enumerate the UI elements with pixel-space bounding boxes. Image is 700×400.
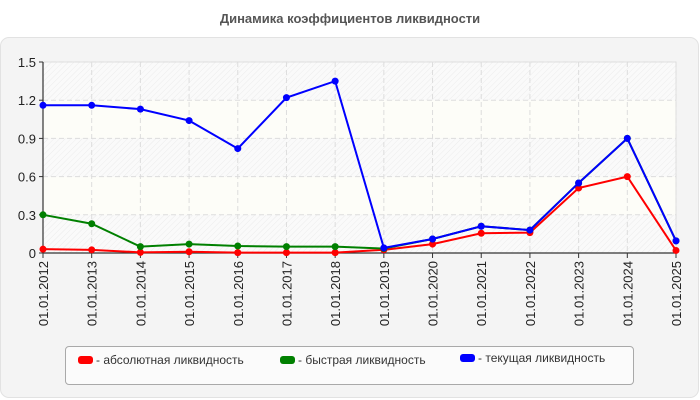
y-axis-ticks: 0 0.3 0.6 0.9 1.2 1.5 (18, 55, 43, 261)
legend-swatch-quick (280, 356, 295, 364)
svg-text:01.01.2023: 01.01.2023 (572, 261, 587, 326)
data-series (39, 77, 680, 257)
legend-item-absolute: - абсолютная ликвидность (78, 353, 244, 367)
svg-text:0.3: 0.3 (18, 208, 36, 223)
svg-text:01.01.2024: 01.01.2024 (620, 261, 635, 326)
svg-text:01.01.2025: 01.01.2025 (669, 261, 684, 326)
legend-item-current: - текущая ликвидность (460, 351, 605, 365)
svg-text:1.2: 1.2 (18, 93, 36, 108)
svg-text:01.01.2021: 01.01.2021 (474, 261, 489, 326)
legend-label-quick: - быстрая ликвидность (298, 353, 426, 367)
svg-text:01.01.2018: 01.01.2018 (328, 261, 343, 326)
svg-text:01.01.2015: 01.01.2015 (182, 261, 197, 326)
svg-text:0.9: 0.9 (18, 131, 36, 146)
legend-swatch-absolute (78, 356, 93, 364)
svg-text:01.01.2014: 01.01.2014 (133, 261, 148, 326)
chart-title: Динамика коэффициентов ликвидности (219, 11, 481, 26)
svg-text:0: 0 (29, 246, 36, 261)
plot-background (42, 61, 677, 254)
grid-lines (43, 61, 677, 253)
legend-label-absolute: - абсолютная ликвидность (96, 353, 244, 367)
svg-text:01.01.2017: 01.01.2017 (279, 261, 294, 326)
svg-text:01.01.2020: 01.01.2020 (426, 261, 441, 326)
svg-text:01.01.2013: 01.01.2013 (85, 261, 100, 326)
legend: - абсолютная ликвидность - быстрая ликви… (65, 346, 634, 385)
svg-text:01.01.2019: 01.01.2019 (377, 261, 392, 326)
legend-label-current: - текущая ликвидность (478, 351, 606, 365)
svg-text:0.6: 0.6 (18, 170, 36, 185)
legend-swatch-current (460, 354, 475, 362)
svg-text:01.01.2016: 01.01.2016 (231, 261, 246, 326)
x-axis-ticks: 01.01.2012 01.01.2013 01.01.2014 01.01.2015… (36, 253, 684, 326)
legend-item-quick: - быстрая ликвидность (280, 353, 426, 367)
svg-text:01.01.2022: 01.01.2022 (523, 261, 538, 326)
svg-text:1.5: 1.5 (18, 55, 36, 70)
svg-text:01.01.2012: 01.01.2012 (36, 261, 51, 326)
